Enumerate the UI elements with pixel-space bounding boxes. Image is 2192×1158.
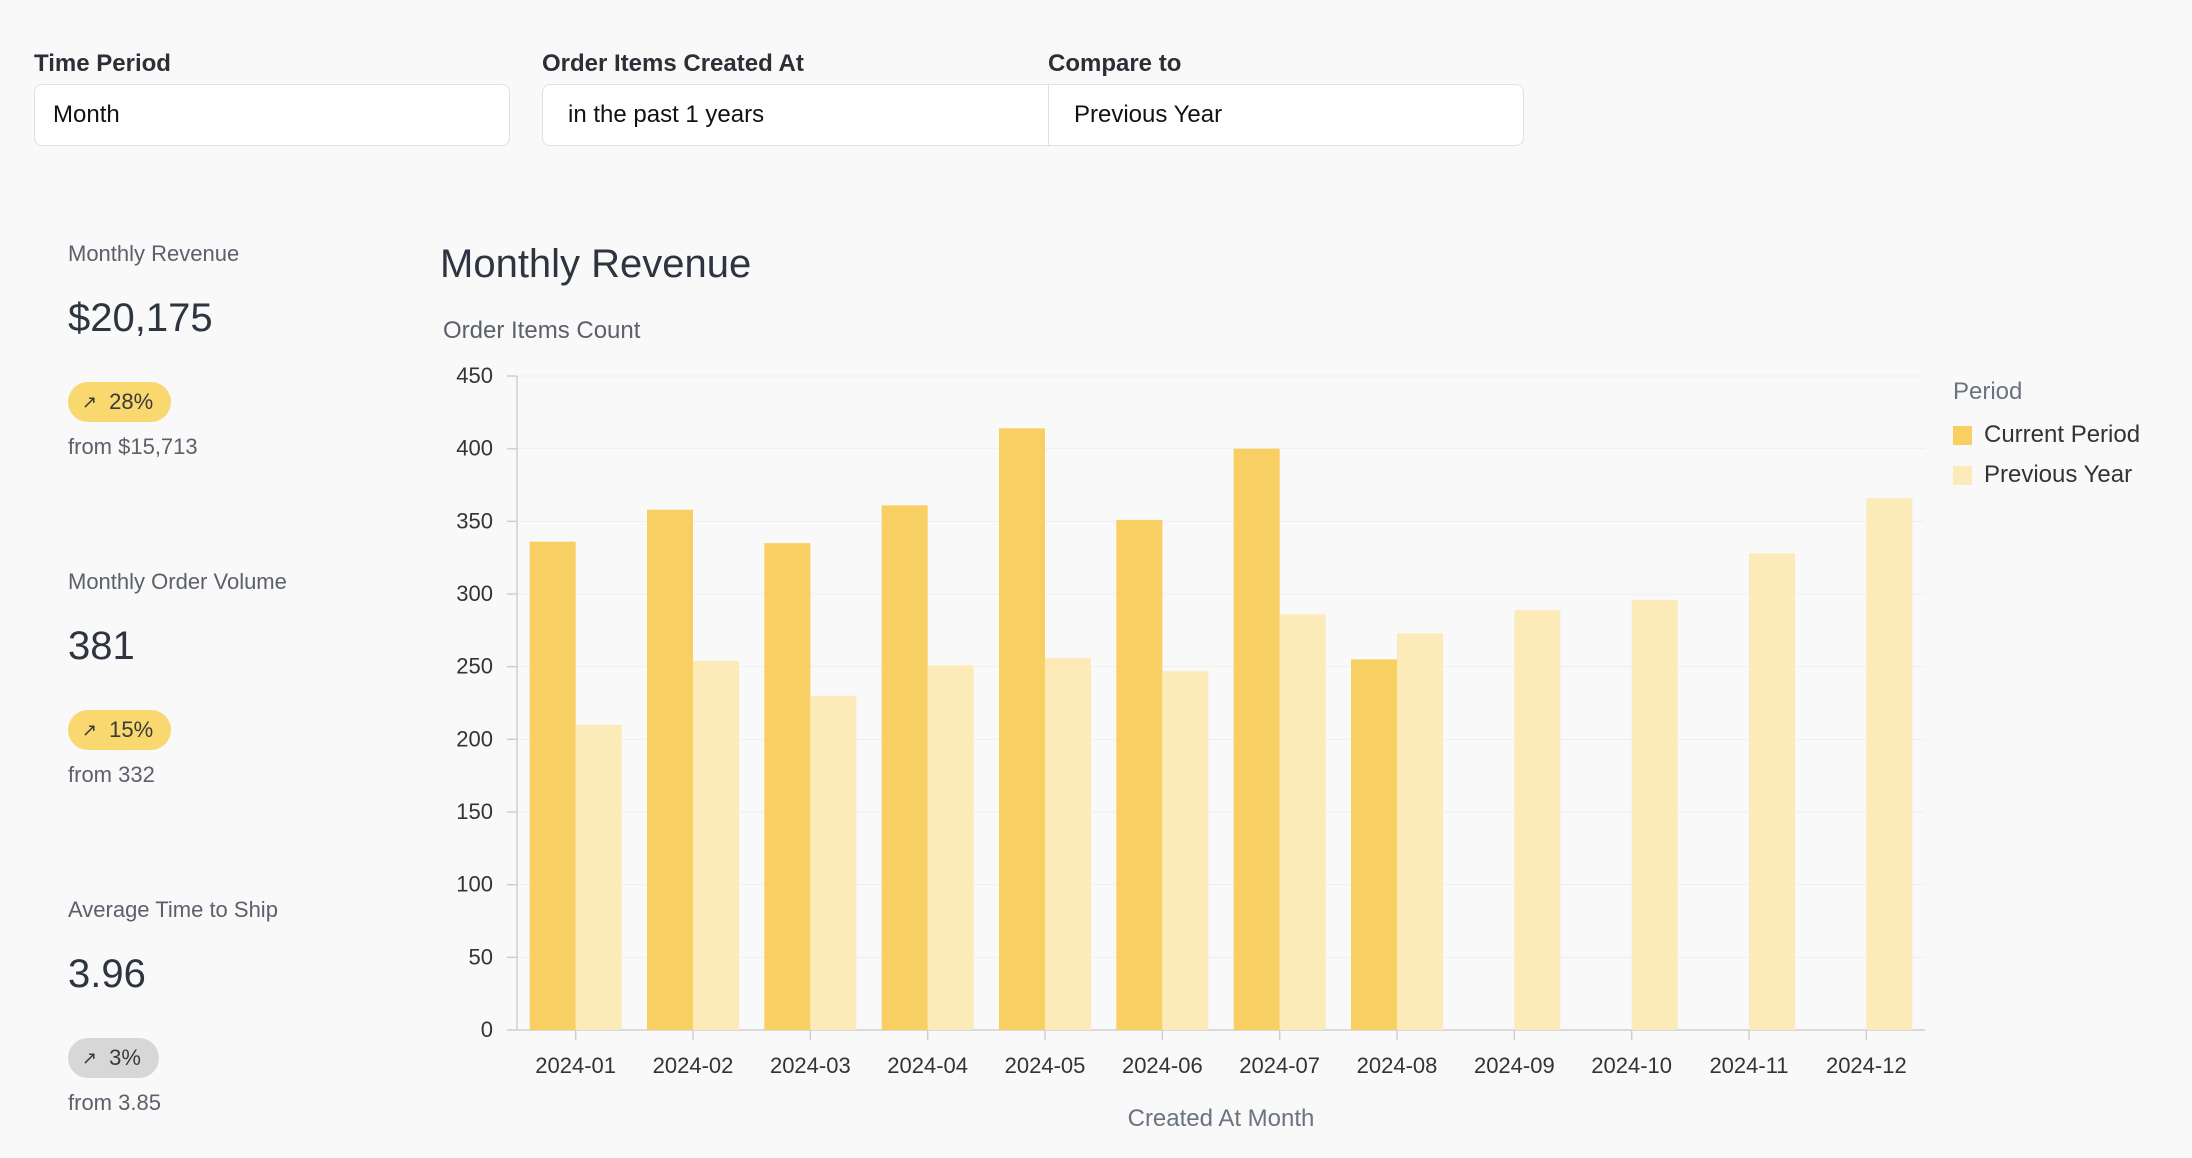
y-tick-label: 400 (456, 436, 493, 461)
bar (1749, 553, 1795, 1030)
x-tick-label: 2024-02 (653, 1053, 734, 1078)
y-tick-label: 0 (481, 1017, 493, 1042)
y-tick-label: 200 (456, 726, 493, 751)
bar (764, 543, 811, 1030)
legend-swatch (1953, 425, 1972, 445)
bar (1279, 614, 1326, 1030)
bar (1514, 609, 1561, 1030)
legend-title: Period (1953, 378, 2023, 405)
y-axis-title: Order Items Count (443, 317, 641, 344)
compare-to-select[interactable]: Previous Year (1048, 84, 1524, 146)
x-tick-label: 2024-12 (1826, 1053, 1907, 1078)
x-tick-label: 2024-06 (1122, 1053, 1203, 1078)
arrow-up-right-icon: ↗ (82, 391, 98, 412)
x-tick-label: 2024-11 (1709, 1053, 1788, 1078)
bar (1631, 599, 1678, 1030)
x-tick-label: 2024-04 (887, 1053, 968, 1078)
y-tick-label: 50 (469, 944, 493, 969)
bar (1351, 659, 1397, 1030)
legend-item-previous-year[interactable]: Previous Year (1953, 461, 2132, 489)
bar (999, 428, 1045, 1030)
legend-swatch (1953, 465, 1972, 485)
kpi-change-badge: ↗ 28% (68, 382, 172, 422)
bar (881, 505, 928, 1030)
x-tick-label: 2024-01 (535, 1053, 616, 1078)
bar (1045, 657, 1091, 1030)
x-tick-label: 2024-08 (1357, 1053, 1438, 1078)
y-tick-label: 250 (456, 654, 493, 679)
x-tick-label: 2024-05 (1005, 1053, 1086, 1078)
kpi-from-value: from 3.85 (68, 1090, 161, 1115)
y-tick-label: 150 (456, 799, 493, 824)
arrow-up-right-icon: ↗ (82, 719, 98, 740)
created-at-value: in the past 1 years (568, 101, 765, 128)
kpi-change-value: 3% (109, 1045, 141, 1070)
bar (1162, 671, 1209, 1030)
time-period-value: Month (53, 101, 120, 128)
compare-to-value: Previous Year (1074, 101, 1223, 128)
x-tick-label: 2024-09 (1474, 1053, 1555, 1078)
bar (1116, 519, 1163, 1030)
kpi-value: $20,175 (68, 296, 213, 340)
kpi-label: Monthly Revenue (68, 241, 240, 266)
kpi-change-value: 28% (109, 389, 154, 414)
legend-item-current-period[interactable]: Current Period (1953, 421, 2140, 449)
x-tick-label: 2024-10 (1591, 1053, 1672, 1078)
legend-label: Previous Year (1984, 461, 2133, 488)
bar (693, 660, 739, 1030)
x-tick-label: 2024-07 (1239, 1053, 1320, 1078)
y-tick-label: 100 (456, 872, 493, 897)
y-tick-label: 450 (456, 363, 493, 388)
compare-to-label: Compare to (1048, 50, 1182, 77)
bar (1233, 448, 1280, 1031)
arrow-up-right-icon: ↗ (82, 1047, 98, 1068)
kpi-value: 381 (68, 624, 135, 668)
x-axis-title: Created At Month (1128, 1105, 1315, 1132)
bar (1397, 633, 1443, 1030)
y-tick-label: 300 (456, 581, 493, 606)
bar (575, 724, 622, 1030)
kpi-from-value: from 332 (68, 762, 155, 787)
bar (529, 541, 576, 1030)
kpi-change-value: 15% (109, 717, 154, 742)
y-tick-label: 350 (456, 508, 493, 533)
x-tick-label: 2024-03 (770, 1053, 851, 1078)
kpi-label: Monthly Order Volume (68, 569, 287, 594)
bar (810, 695, 857, 1030)
chart-title: Monthly Revenue (440, 242, 752, 286)
bar (927, 665, 974, 1030)
created-at-filter[interactable]: in the past 1 years (542, 84, 1050, 146)
kpi-label: Average Time to Ship (68, 897, 278, 922)
kpi-change-badge: ↗ 3% (68, 1038, 159, 1078)
time-period-label: Time Period (34, 50, 171, 77)
bar (647, 509, 693, 1030)
kpi-from-value: from $15,713 (68, 434, 198, 459)
bar (1866, 498, 1913, 1031)
kpi-value: 3.96 (68, 952, 146, 996)
time-period-select[interactable]: Month (34, 84, 510, 146)
created-at-label: Order Items Created At (542, 50, 804, 77)
kpi-change-badge: ↗ 15% (68, 710, 172, 750)
legend-label: Current Period (1984, 421, 2141, 448)
